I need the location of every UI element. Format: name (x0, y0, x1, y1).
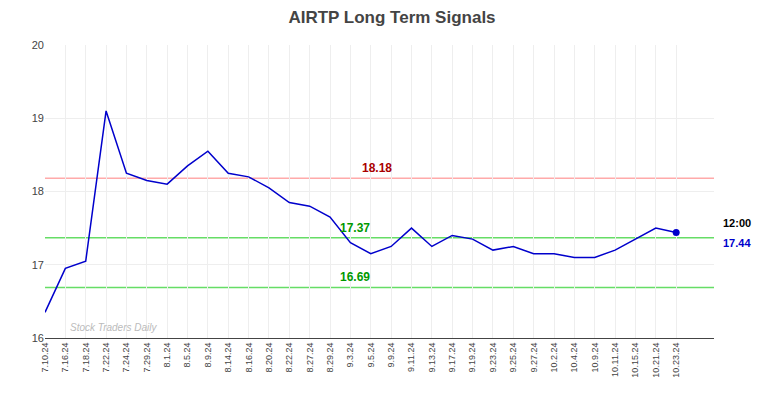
svg-text:AIRTP Long Term Signals: AIRTP Long Term Signals (288, 8, 495, 27)
svg-text:19: 19 (32, 112, 44, 124)
svg-text:17: 17 (32, 259, 44, 271)
svg-text:7.29.24: 7.29.24 (142, 343, 152, 373)
svg-text:7.18.24: 7.18.24 (81, 343, 91, 373)
svg-text:18: 18 (32, 185, 44, 197)
svg-text:16.69: 16.69 (340, 270, 370, 284)
svg-text:10.4.24: 10.4.24 (569, 343, 579, 373)
svg-text:10.21.24: 10.21.24 (651, 343, 661, 378)
svg-text:9.27.24: 9.27.24 (529, 343, 539, 373)
svg-text:9.25.24: 9.25.24 (508, 343, 518, 373)
svg-text:10.11.24: 10.11.24 (610, 343, 620, 377)
svg-text:17.44: 17.44 (723, 237, 751, 249)
svg-text:8.1.24: 8.1.24 (162, 343, 172, 368)
svg-text:18.18: 18.18 (362, 161, 392, 175)
svg-text:8.20.24: 8.20.24 (264, 343, 274, 373)
svg-text:17.37: 17.37 (340, 221, 370, 235)
svg-text:8.29.24: 8.29.24 (325, 343, 335, 373)
svg-text:9.19.24: 9.19.24 (467, 343, 477, 373)
svg-text:12:00: 12:00 (723, 217, 751, 229)
svg-text:8.22.24: 8.22.24 (284, 343, 294, 373)
svg-text:10.15.24: 10.15.24 (630, 343, 640, 378)
svg-text:Stock Traders Daily: Stock Traders Daily (70, 322, 158, 333)
svg-text:9.17.24: 9.17.24 (447, 343, 457, 373)
svg-text:10.9.24: 10.9.24 (590, 343, 600, 373)
svg-text:9.13.24: 9.13.24 (427, 343, 437, 373)
svg-text:8.5.24: 8.5.24 (182, 343, 192, 368)
svg-text:20: 20 (32, 39, 44, 51)
svg-text:9.23.24: 9.23.24 (488, 343, 498, 373)
svg-text:7.22.24: 7.22.24 (101, 343, 111, 373)
svg-text:9.11.24: 9.11.24 (406, 343, 416, 372)
svg-text:9.5.24: 9.5.24 (366, 343, 376, 368)
svg-text:9.9.24: 9.9.24 (386, 343, 396, 368)
svg-text:9.3.24: 9.3.24 (345, 343, 355, 368)
svg-text:7.24.24: 7.24.24 (121, 343, 131, 373)
svg-text:16: 16 (32, 332, 44, 344)
svg-text:8.16.24: 8.16.24 (244, 343, 254, 373)
svg-text:10.23.24: 10.23.24 (671, 343, 681, 378)
svg-text:7.16.24: 7.16.24 (60, 343, 70, 373)
svg-text:8.14.24: 8.14.24 (223, 343, 233, 373)
svg-text:7.10.24: 7.10.24 (40, 343, 50, 373)
svg-text:8.9.24: 8.9.24 (203, 343, 213, 368)
svg-text:8.27.24: 8.27.24 (305, 343, 315, 373)
svg-text:10.2.24: 10.2.24 (549, 343, 559, 373)
